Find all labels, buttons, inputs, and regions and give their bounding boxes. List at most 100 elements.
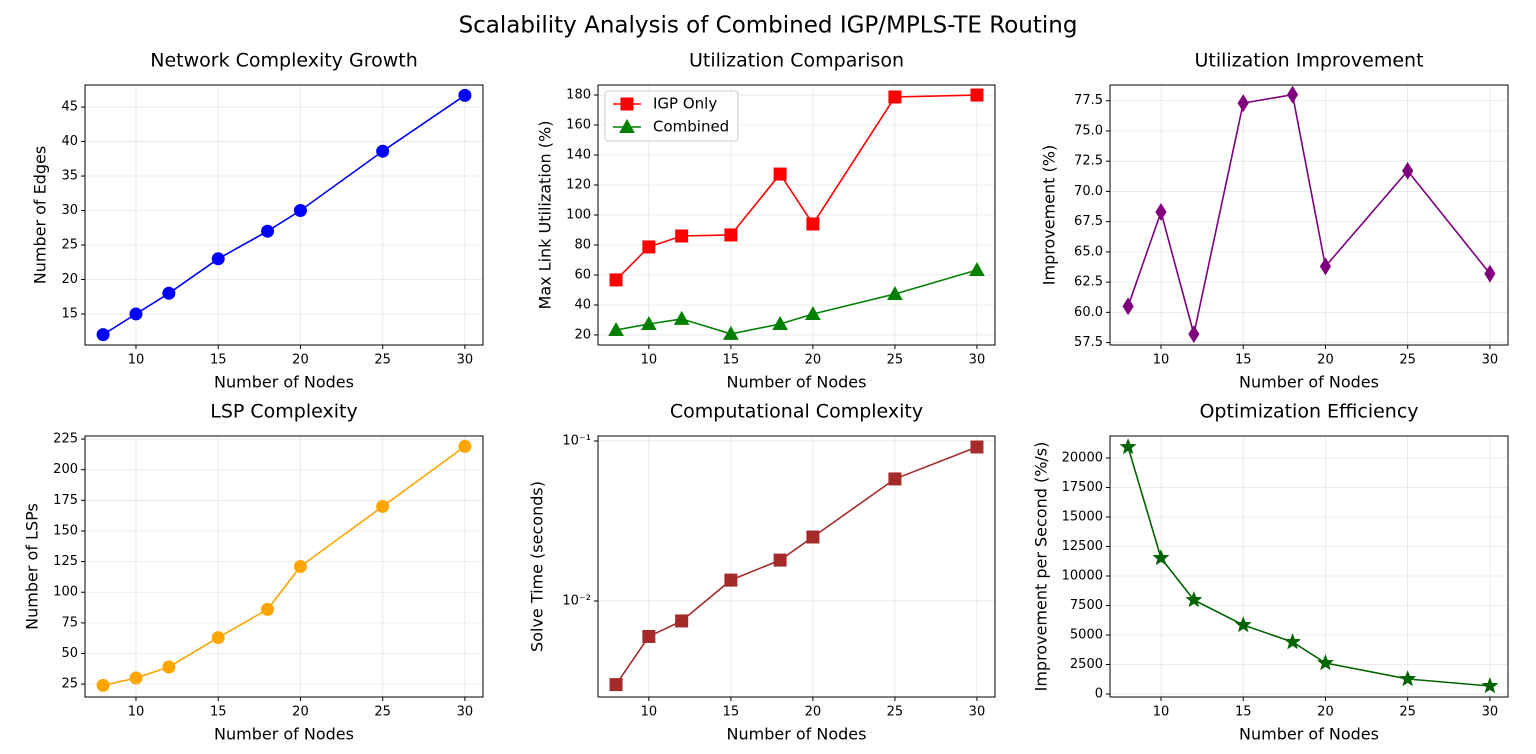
x-tick-label: 10 [1153,705,1170,720]
marker [96,678,110,692]
marker [675,614,689,628]
marker [376,144,390,158]
y-tick-label: 225 [53,432,78,447]
y-tick-label: 45 [61,100,78,115]
marker [162,286,176,300]
marker [806,530,820,544]
y-tick-label: 10000 [1062,568,1103,583]
x-tick-label: 30 [1482,353,1499,368]
subplot-title: Optimization Efficiency [1199,401,1418,423]
y-tick-label: 10⁻² [562,593,591,608]
marker [1237,94,1249,113]
marker [675,229,689,243]
y-tick-label: 150 [53,523,78,538]
marker [888,472,902,486]
y-tick-label: 5000 [1070,628,1103,643]
y-tick-label: 62.5 [1074,275,1103,290]
marker [1185,591,1203,608]
y-tick-label: 100 [53,585,78,600]
marker [261,602,275,616]
figure-title: Scalability Analysis of Combined IGP/MPL… [459,13,1078,39]
x-tick-label: 30 [457,353,474,368]
plot-frame [597,435,996,698]
marker [619,118,635,133]
x-tick-label: 25 [887,353,904,368]
plot-frame [84,435,484,698]
series-line [102,94,466,336]
marker [724,228,738,242]
subplot-title: Network Complexity Growth [150,50,418,72]
y-tick-label: 175 [53,493,78,508]
plot-frame [84,84,484,346]
marker [211,631,225,645]
x-tick-label: 20 [292,353,309,368]
y-tick-label: 200 [53,462,78,477]
marker [1284,633,1302,650]
y-tick-label: 60.0 [1074,305,1103,320]
x-tick-label: 15 [210,705,227,720]
x-tick-label: 25 [374,353,391,368]
series-line [1127,93,1491,335]
x-tick-label: 15 [723,705,740,720]
marker [293,560,307,573]
marker [970,440,984,454]
plot-frame [597,84,996,346]
x-tick-label: 25 [887,705,904,720]
y-tick-label: 25 [61,238,78,253]
y-tick-label: 50 [61,646,78,661]
x-tick-label: 15 [210,353,227,368]
marker [806,217,820,231]
x-tick-label: 30 [969,705,986,720]
marker [458,439,472,453]
y-tick-label: 25 [61,677,78,692]
marker [1152,549,1170,566]
y-tick-label: 35 [61,169,78,184]
marker [1119,438,1137,455]
x-tick-label: 25 [374,705,391,720]
marker [96,328,110,342]
marker [773,167,787,181]
y-tick-label: 75.0 [1074,123,1103,138]
x-tick-label: 25 [1399,705,1416,720]
x-tick-label: 20 [1317,705,1334,720]
marker [620,97,634,111]
x-axis-label: Number of Nodes [1239,725,1379,744]
marker [1122,297,1134,316]
marker [772,315,788,331]
marker [1319,257,1332,276]
marker [608,321,624,337]
y-tick-label: 65.0 [1074,244,1103,259]
marker [261,224,275,238]
y-tick-label: 40 [574,297,591,312]
x-tick-label: 30 [457,705,474,720]
x-axis-label: Number of Nodes [214,725,354,744]
series-line [1127,446,1490,687]
x-tick-label: 15 [723,353,740,368]
legend-label: IGP Only [653,95,717,113]
y-axis-label: Improvement per Second (%/s) [1032,442,1051,692]
y-axis-label: Improvement (%) [1040,145,1059,285]
marker [1155,203,1167,221]
plot-frame [1109,84,1509,346]
marker [129,307,143,321]
x-axis-label: Number of Nodes [727,725,867,744]
x-tick-label: 10 [128,353,145,368]
marker [1188,325,1200,344]
y-tick-label: 70.0 [1074,184,1103,199]
y-tick-label: 80 [574,237,591,252]
x-tick-label: 15 [1235,353,1252,368]
y-tick-label: 180 [566,88,591,103]
marker [1234,616,1252,633]
x-tick-label: 30 [969,353,986,368]
marker [1484,264,1496,283]
y-tick-label: 20 [574,327,591,342]
marker [609,678,623,692]
y-axis-label: Solve Time (seconds) [528,481,547,652]
marker [129,671,143,685]
marker [211,252,225,266]
y-tick-label: 15000 [1062,509,1103,524]
y-axis-label: Number of Edges [31,146,50,284]
x-tick-label: 10 [128,705,145,720]
y-tick-label: 72.5 [1074,154,1103,169]
